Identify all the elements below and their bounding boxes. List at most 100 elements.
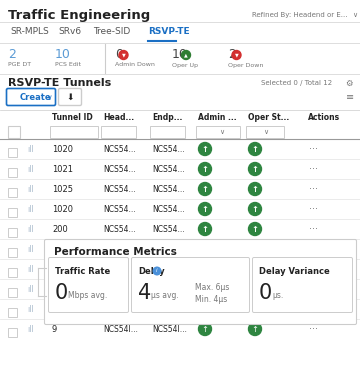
- Text: ↑: ↑: [202, 224, 208, 234]
- Circle shape: [153, 267, 161, 275]
- Text: Refined By: Headend or E...: Refined By: Headend or E...: [252, 12, 348, 18]
- Text: ≡: ≡: [346, 92, 354, 102]
- Text: Traffic Engineering: Traffic Engineering: [8, 8, 150, 21]
- Text: Delay Variance: Delay Variance: [259, 266, 330, 275]
- Text: μs avg.: μs avg.: [151, 290, 179, 299]
- Text: Selected 0 / Total 12: Selected 0 / Total 12: [261, 80, 332, 86]
- Text: NCS54...: NCS54...: [152, 205, 185, 213]
- Circle shape: [232, 51, 241, 59]
- FancyBboxPatch shape: [8, 248, 17, 257]
- Text: i: i: [156, 269, 158, 274]
- Circle shape: [248, 182, 261, 195]
- Text: RSVP-TE Tunnels: RSVP-TE Tunnels: [8, 78, 111, 88]
- Text: ···: ···: [309, 224, 318, 234]
- Text: ıll: ıll: [28, 245, 34, 253]
- Text: NCS54l...: NCS54l...: [103, 325, 138, 333]
- FancyBboxPatch shape: [246, 125, 284, 138]
- FancyBboxPatch shape: [149, 125, 185, 138]
- Text: ···: ···: [309, 164, 318, 174]
- Text: ⬇: ⬇: [66, 93, 74, 101]
- FancyBboxPatch shape: [6, 88, 55, 106]
- Text: 1025: 1025: [52, 184, 73, 194]
- Text: PCS Edit: PCS Edit: [55, 62, 81, 67]
- FancyBboxPatch shape: [8, 125, 19, 138]
- FancyBboxPatch shape: [252, 258, 352, 312]
- Text: 4: 4: [138, 283, 151, 303]
- Text: Mbps avg.: Mbps avg.: [68, 290, 107, 299]
- Text: ıll: ıll: [28, 264, 34, 274]
- Text: Max. 6μs: Max. 6μs: [195, 282, 229, 291]
- Text: ···: ···: [309, 204, 318, 214]
- FancyBboxPatch shape: [50, 125, 98, 138]
- FancyBboxPatch shape: [58, 88, 81, 106]
- Text: 10: 10: [55, 48, 71, 61]
- Text: ▼: ▼: [235, 53, 238, 58]
- FancyBboxPatch shape: [8, 168, 17, 177]
- Text: 2: 2: [228, 48, 236, 61]
- Text: ↑: ↑: [252, 325, 258, 333]
- Text: ▼: ▼: [122, 53, 125, 58]
- Text: Traffic Rate: Traffic Rate: [55, 266, 110, 275]
- Text: μs.: μs.: [272, 290, 283, 299]
- Text: 1020: 1020: [52, 144, 73, 154]
- Text: ↑: ↑: [252, 205, 258, 213]
- Text: Oper St...: Oper St...: [248, 114, 289, 123]
- Text: 200: 200: [52, 224, 68, 234]
- Text: ↑: ↑: [202, 205, 208, 213]
- Text: ∨: ∨: [46, 93, 51, 101]
- FancyBboxPatch shape: [8, 188, 17, 197]
- Text: ⚙: ⚙: [345, 78, 353, 88]
- Text: 10: 10: [172, 48, 188, 61]
- Text: Admin Down: Admin Down: [115, 62, 155, 67]
- Text: Tunnel ID: Tunnel ID: [52, 114, 93, 123]
- Text: 2: 2: [8, 48, 16, 61]
- Text: 0: 0: [259, 283, 272, 303]
- Text: SRv6: SRv6: [58, 27, 81, 37]
- FancyBboxPatch shape: [49, 258, 129, 312]
- Text: Head...: Head...: [103, 114, 134, 123]
- Text: Tree-SID: Tree-SID: [93, 27, 130, 37]
- Text: ıll: ıll: [28, 304, 34, 314]
- Text: ···: ···: [309, 324, 318, 334]
- FancyBboxPatch shape: [100, 125, 135, 138]
- FancyBboxPatch shape: [195, 125, 239, 138]
- Text: NCS54...: NCS54...: [152, 165, 185, 173]
- Text: ↑: ↑: [252, 165, 258, 173]
- Text: Performance Metrics: Performance Metrics: [54, 247, 177, 257]
- Circle shape: [198, 182, 212, 195]
- Text: NCS54...: NCS54...: [152, 224, 185, 234]
- Text: PGE DT: PGE DT: [8, 62, 31, 67]
- Text: NCS54l...: NCS54l...: [152, 325, 187, 333]
- Text: ↑: ↑: [252, 224, 258, 234]
- Text: ↑: ↑: [252, 144, 258, 154]
- Text: NCS54...: NCS54...: [103, 205, 136, 213]
- Text: 9: 9: [52, 325, 57, 333]
- Text: Oper Up: Oper Up: [172, 62, 198, 67]
- Text: ∨: ∨: [264, 128, 269, 134]
- Text: ▲: ▲: [184, 53, 188, 58]
- Text: ↑: ↑: [252, 184, 258, 194]
- Text: NCS54...: NCS54...: [152, 184, 185, 194]
- Text: NCS54...: NCS54...: [103, 165, 136, 173]
- Text: 1021: 1021: [52, 165, 73, 173]
- Text: NCS54...: NCS54...: [103, 144, 136, 154]
- FancyBboxPatch shape: [8, 288, 17, 297]
- Circle shape: [248, 163, 261, 176]
- FancyBboxPatch shape: [8, 228, 17, 237]
- Circle shape: [248, 202, 261, 216]
- Text: ıll: ıll: [28, 165, 34, 173]
- Text: ıll: ıll: [28, 325, 34, 333]
- Text: 0: 0: [115, 48, 123, 61]
- Text: ıll: ıll: [28, 144, 34, 154]
- Text: ıll: ıll: [28, 285, 34, 293]
- Circle shape: [248, 142, 261, 155]
- Circle shape: [181, 51, 190, 59]
- Text: Create: Create: [20, 93, 51, 101]
- Text: NCS54...: NCS54...: [103, 184, 136, 194]
- Text: Admin ...: Admin ...: [198, 114, 237, 123]
- FancyBboxPatch shape: [45, 240, 356, 325]
- Circle shape: [198, 142, 212, 155]
- Text: 1020: 1020: [52, 205, 73, 213]
- Text: Actions: Actions: [308, 114, 340, 123]
- Circle shape: [198, 322, 212, 336]
